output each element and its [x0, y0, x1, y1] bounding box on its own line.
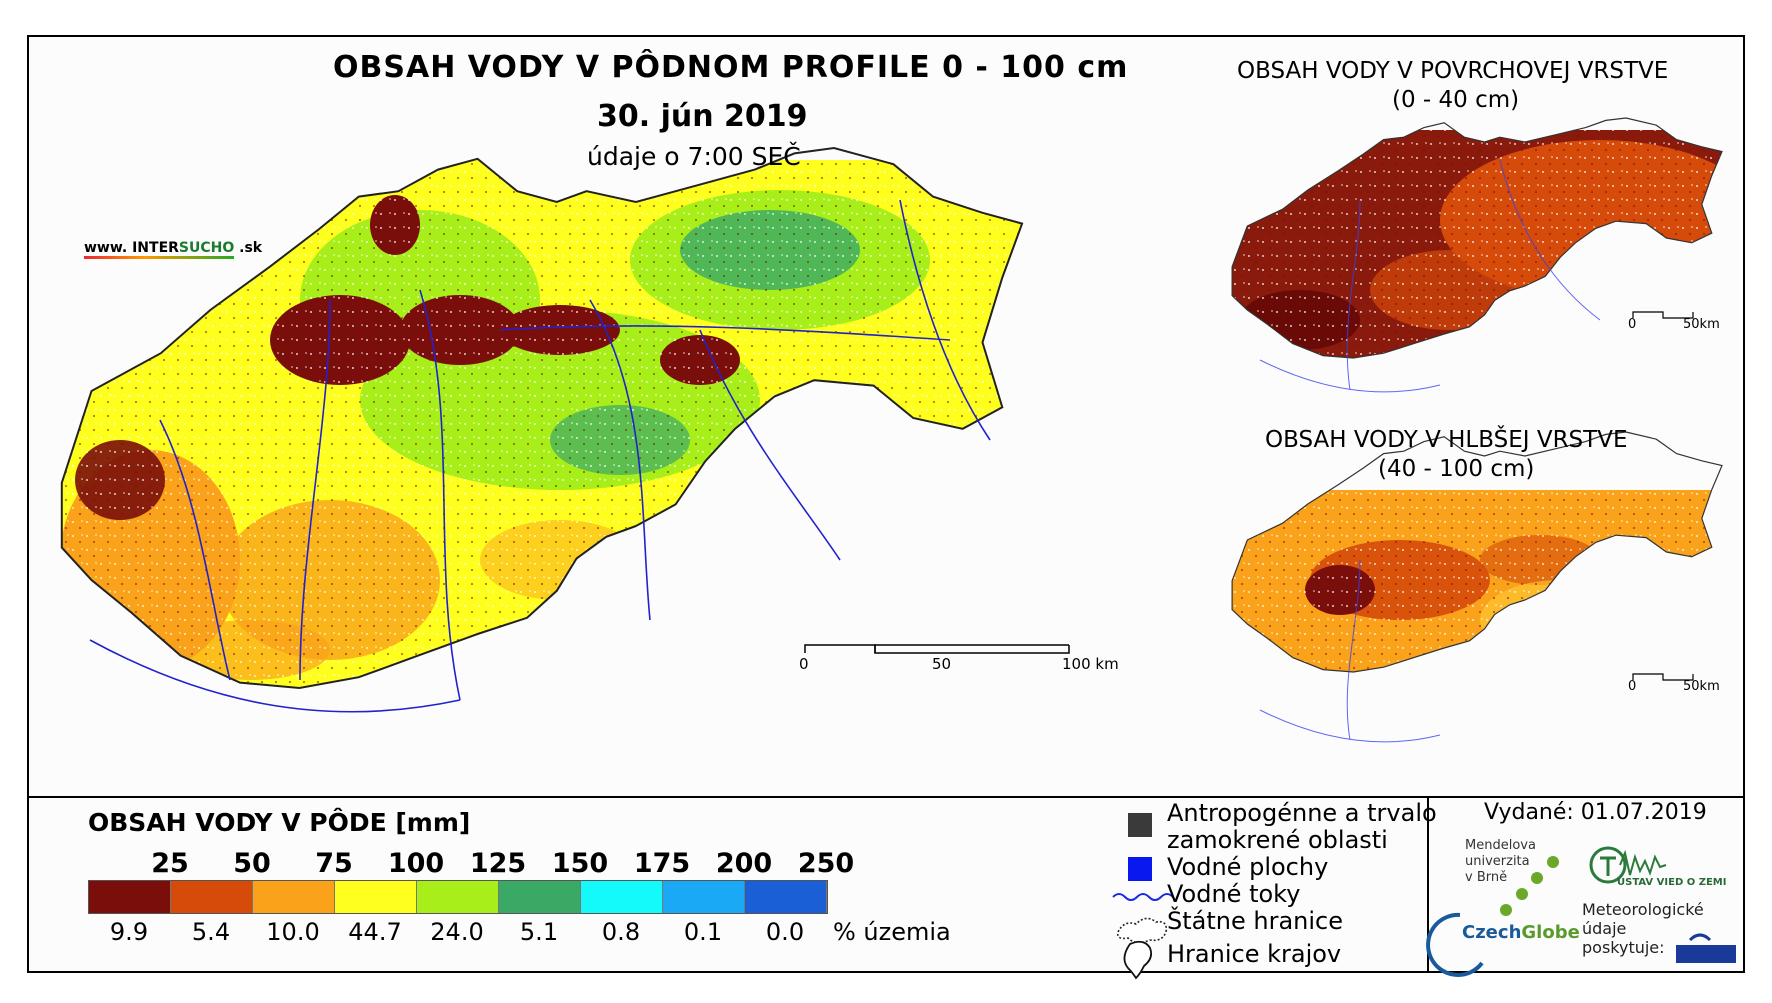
anthropogenic-swatch: [1128, 813, 1152, 837]
deep-soil-map: [1231, 431, 1723, 743]
legend-threshold: 200: [715, 848, 773, 879]
legend-threshold: 75: [315, 848, 353, 879]
legend-swatch: [253, 881, 335, 913]
legend-threshold: 100: [387, 848, 445, 879]
water-body-swatch: [1128, 857, 1152, 881]
legend-threshold: 125: [469, 848, 527, 879]
state-border-symbol: [1116, 917, 1168, 944]
mendel-university-text: Mendelova univerzita v Brně: [1465, 838, 1536, 885]
anthropogenic-label-1: Antropogénne a trvalo: [1167, 799, 1437, 827]
ustav-text: ÚSTAV VIED O ZEMI: [1617, 877, 1727, 888]
legend-swatch: [499, 881, 581, 913]
deep-scalebar: [1632, 673, 1694, 681]
deep-scale-end: 50km: [1683, 679, 1720, 694]
intersucho-link[interactable]: www. INTERSUCHO .sk: [84, 240, 262, 259]
brand-suffix: .sk: [234, 240, 263, 256]
legend-threshold: 150: [551, 848, 609, 879]
legend-percentage: 0.0: [765, 918, 805, 946]
region-border-label: Hranice krajov: [1167, 940, 1342, 968]
main-scale-start: 0: [799, 655, 809, 673]
mendel-university-logo: [1500, 856, 1559, 916]
legend-swatch: [335, 881, 417, 913]
main-scale-mid: 50: [932, 655, 952, 673]
anthropogenic-label-2: zamokrené oblasti: [1167, 826, 1388, 854]
legend-percentage: 5.4: [191, 918, 231, 946]
legend-title: OBSAH VODY V PÔDE [mm]: [88, 808, 471, 837]
brand-highlight: SUCHO: [178, 240, 235, 256]
deep-scale-start: 0: [1628, 679, 1637, 694]
issued-date: Vydané: 01.07.2019: [1484, 800, 1707, 825]
czechglobe-logo: [1426, 912, 1484, 977]
deep-inset-subtitle: (40 - 100 cm): [1378, 456, 1535, 482]
water-bodies-label: Vodné plochy: [1167, 853, 1329, 881]
state-border-label: Štátne hranice: [1167, 907, 1343, 935]
surface-scale-end: 50km: [1683, 317, 1720, 332]
legend-percentage: 0.8: [601, 918, 641, 946]
map-time: údaje o 7:00 SEČ: [587, 142, 801, 171]
water-streams-label: Vodné toky: [1167, 880, 1301, 908]
czechglobe-text: CzechGlobe: [1462, 922, 1580, 943]
legend-percentage: 24.0: [430, 918, 484, 946]
legend-swatch: [745, 881, 827, 913]
legend-percentage: 0.1: [683, 918, 723, 946]
legend-swatch: [581, 881, 663, 913]
legend-percentage: 9.9: [109, 918, 149, 946]
main-scale-end: 100 km: [1062, 655, 1119, 673]
deep-inset-title: OBSAH VODY V HLBŠEJ VRSTVE: [1265, 427, 1628, 453]
legend-percentage: 10.0: [266, 918, 320, 946]
shmu-logo: [1676, 933, 1736, 963]
surface-scale-start: 0: [1628, 317, 1637, 332]
surface-inset-title: OBSAH VODY V POVRCHOVEJ VRSTVE: [1237, 58, 1669, 84]
met-data-provider: Meteorologické údaje poskytuje:: [1582, 900, 1704, 957]
legend-percentage: 5.1: [519, 918, 559, 946]
legend-threshold: 50: [233, 848, 271, 879]
percent-suffix: % územia: [833, 918, 951, 946]
legend-swatch: [171, 881, 253, 913]
surface-soil-map: [1231, 117, 1723, 393]
logo-divider: [1427, 796, 1429, 973]
map-title: OBSAH VODY V PÔDNOM PROFILE 0 - 100 cm: [333, 50, 1129, 85]
legend-swatch: [417, 881, 499, 913]
ustav-logo: [1589, 846, 1667, 884]
surface-scalebar: [1632, 311, 1694, 319]
main-state-border: [60, 146, 1024, 690]
brand-prefix: www. INTER: [84, 240, 179, 256]
region-border-symbol: [1123, 940, 1153, 980]
legend-divider: [27, 796, 1745, 798]
map-date: 30. jún 2019: [597, 99, 808, 134]
legend-color-ramp: [88, 880, 828, 914]
legend-swatch: [663, 881, 745, 913]
legend-threshold: 25: [151, 848, 189, 879]
legend-threshold: 175: [633, 848, 691, 879]
surface-inset-subtitle: (0 - 40 cm): [1392, 87, 1520, 113]
main-soil-map: [60, 146, 1024, 713]
main-scalebar: [804, 644, 1070, 654]
legend-threshold: 250: [797, 848, 855, 879]
legend-swatch: [89, 881, 171, 913]
main-rivers: [89, 199, 991, 713]
stream-symbol: [1112, 893, 1174, 901]
legend-percentage: 44.7: [348, 918, 402, 946]
